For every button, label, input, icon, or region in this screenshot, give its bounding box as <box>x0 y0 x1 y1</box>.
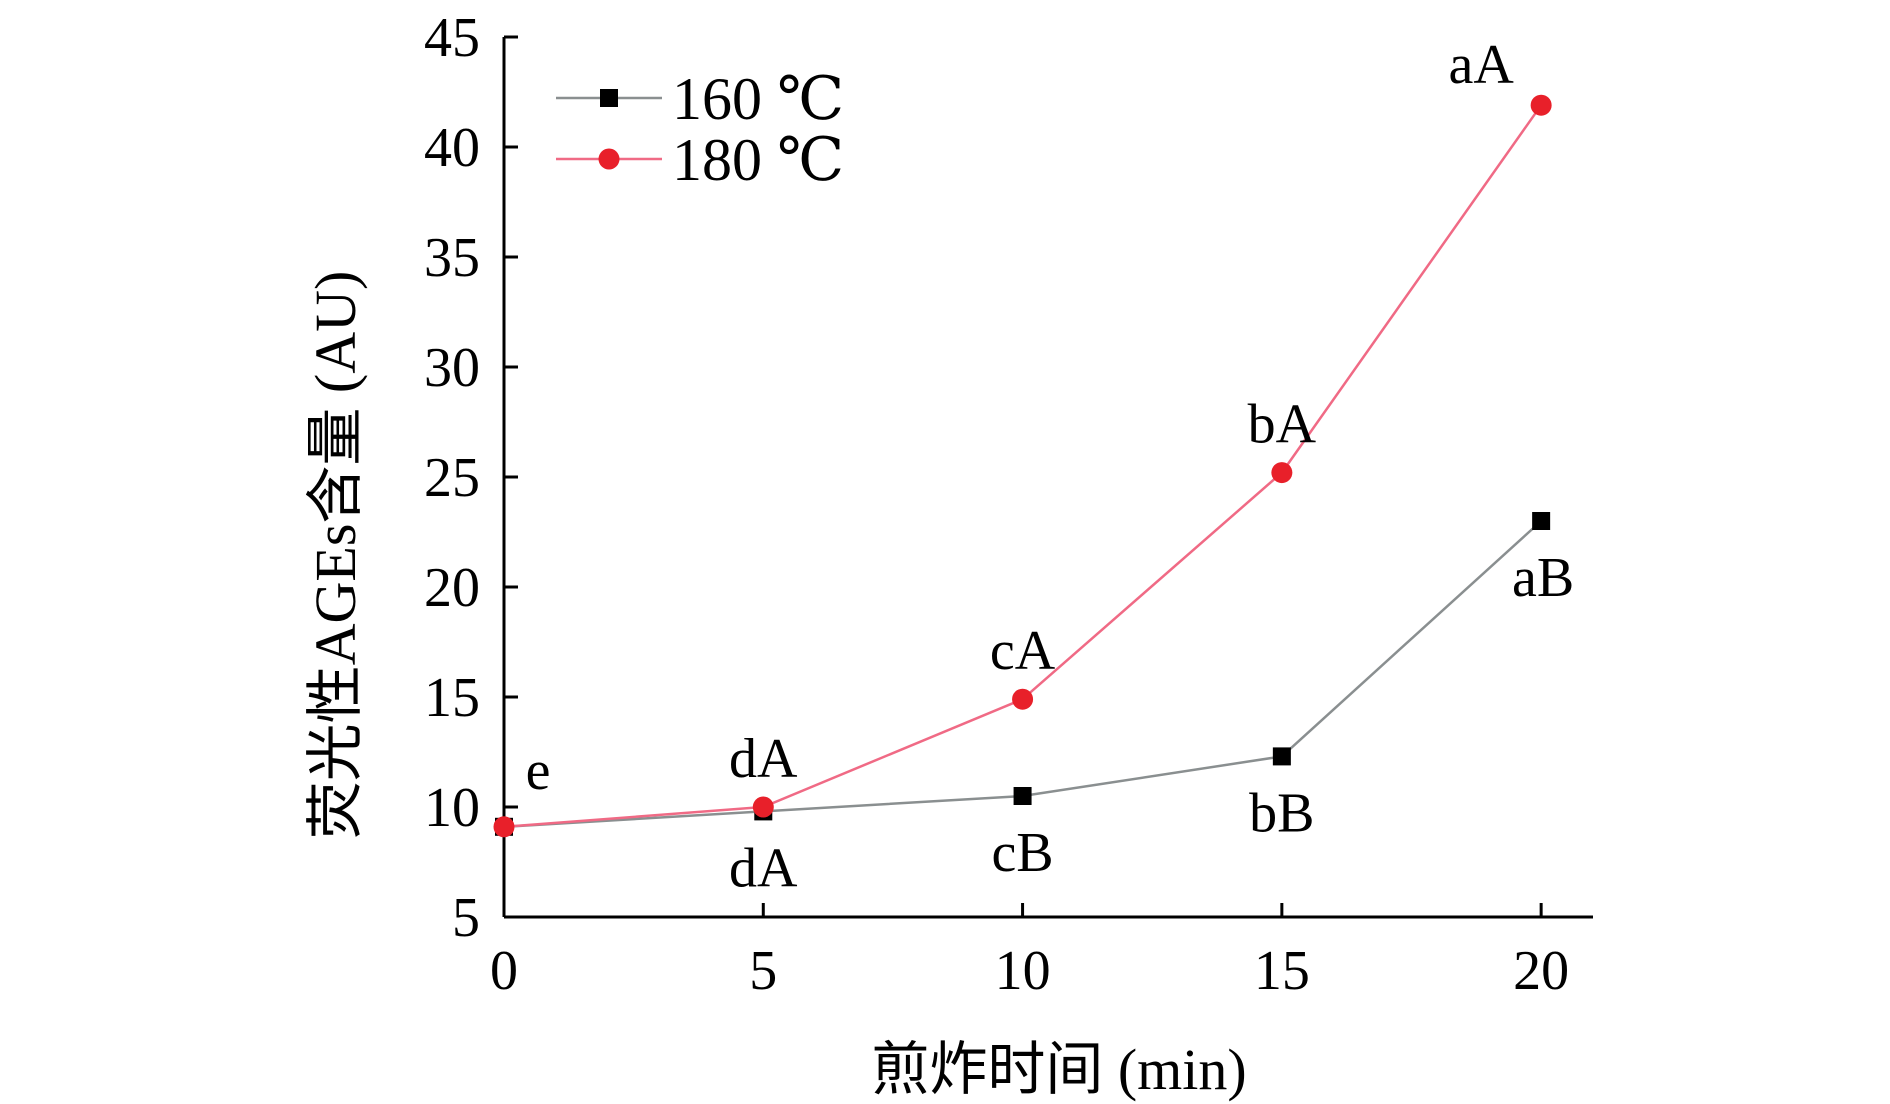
legend-marker-0 <box>600 89 618 107</box>
series-0-point-label: dA <box>729 837 798 899</box>
series-1-point <box>752 796 774 818</box>
x-tick-label: 20 <box>1513 940 1569 1002</box>
series-0-point <box>1272 747 1291 766</box>
series-1-point <box>1530 94 1552 116</box>
y-tick-label: 40 <box>424 117 480 179</box>
series-1-point-label: e <box>526 740 551 802</box>
y-tick-label: 10 <box>424 777 480 839</box>
y-tick-label: 5 <box>452 887 480 949</box>
legend-label-1: 180 ℃ <box>672 127 844 193</box>
series-1-point-label: cA <box>990 620 1056 682</box>
series-1-point-label: bA <box>1248 394 1317 456</box>
y-tick-label: 25 <box>424 447 480 509</box>
series-markers <box>493 94 1552 838</box>
x-tick-label: 10 <box>995 940 1051 1002</box>
series-1-point <box>1271 462 1293 484</box>
series-0-point-label: aB <box>1512 547 1574 609</box>
y-tick-label: 45 <box>424 7 480 69</box>
series-1-point-label: aA <box>1448 34 1514 96</box>
x-tick-label: 15 <box>1254 940 1310 1002</box>
y-tick-label: 15 <box>424 667 480 729</box>
series-line-1 <box>503 104 1543 829</box>
series-1-point-label: dA <box>729 728 798 790</box>
series-0-point-label: cB <box>991 822 1053 884</box>
x-tick-label: 0 <box>490 940 518 1002</box>
series-lines <box>503 104 1543 829</box>
x-tick-label: 5 <box>749 940 777 1002</box>
y-axis-title: 荧光性AGEs含量 (AU) <box>303 271 368 840</box>
y-tick-label: 35 <box>424 227 480 289</box>
series-0-point-label: bB <box>1249 782 1314 844</box>
series-0-point <box>1532 512 1551 530</box>
y-tick-label: 20 <box>424 557 480 619</box>
y-tick-label: 30 <box>424 337 480 399</box>
legend-marker-1 <box>598 148 620 170</box>
legend-label-0: 160 ℃ <box>672 66 844 132</box>
series-1-point <box>1012 688 1034 710</box>
series-1-point <box>493 816 515 838</box>
point-labels: dA cB bB aB e dA cA bA aA <box>526 34 1575 899</box>
x-axis-title: 煎炸时间 (min) <box>871 1037 1246 1102</box>
series-0-point <box>1013 787 1032 805</box>
